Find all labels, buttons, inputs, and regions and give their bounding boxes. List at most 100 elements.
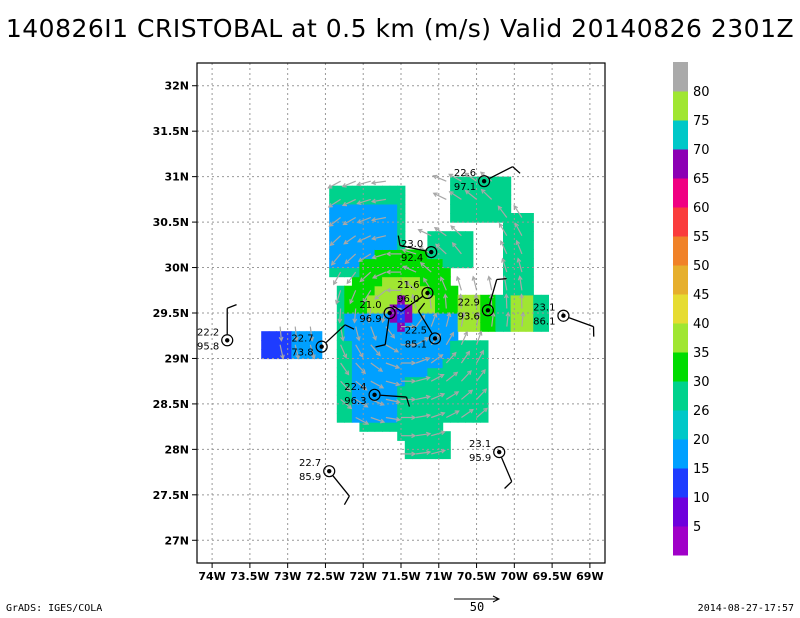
wind-vector <box>440 277 447 291</box>
wind-vector-head <box>347 404 353 410</box>
shade-cell <box>389 222 398 232</box>
shade-cell <box>472 213 481 223</box>
wind-vector-head <box>395 417 401 422</box>
shade-cell <box>404 349 413 360</box>
shade-cell <box>495 313 504 323</box>
shade-cell <box>419 285 429 296</box>
x-tick-label: 69.5W <box>532 570 571 583</box>
shade-cell <box>442 249 451 260</box>
shade-cell <box>382 403 391 414</box>
shade-cell <box>525 285 534 296</box>
shade-cell <box>525 276 534 287</box>
shade-cell <box>374 240 383 250</box>
wind-vector-head <box>364 420 370 425</box>
colorbar-swatch <box>673 526 688 556</box>
shade-cell <box>480 213 489 223</box>
grid-lines <box>197 63 605 563</box>
shade-cell <box>457 349 466 360</box>
wind-vector-head <box>451 242 457 248</box>
shade-cell <box>397 331 406 341</box>
shade-cell <box>419 385 429 396</box>
shade-cell <box>382 367 391 378</box>
shade-cell <box>427 258 436 269</box>
shade-cell <box>374 258 383 269</box>
y-tick-label: 32N <box>164 80 189 93</box>
wind-vector-head <box>374 295 380 300</box>
shade-cell <box>299 340 308 350</box>
wind-barb-staff <box>384 318 390 345</box>
wind-vector <box>456 276 462 291</box>
shade-cell <box>518 213 527 223</box>
shade-cell <box>465 240 474 250</box>
y-tick-label: 30.5N <box>153 216 189 229</box>
shade-cell <box>261 340 270 350</box>
shade-cell <box>540 294 549 305</box>
shade-cell <box>367 294 376 305</box>
wind-vector <box>460 294 462 309</box>
shade-cell <box>382 203 391 214</box>
wind-vector <box>445 371 458 382</box>
shade-cell <box>457 367 466 378</box>
wind-vector-head <box>426 450 432 455</box>
wind-vector <box>385 362 400 369</box>
shade-cell <box>344 403 353 414</box>
shade-cell <box>359 185 368 196</box>
shade-cell <box>299 349 308 360</box>
shade-cell <box>389 413 398 423</box>
shade-cell <box>487 185 497 196</box>
shade-cell <box>525 222 534 232</box>
shade-cell <box>427 349 436 360</box>
station-pressure: 73.8 <box>291 348 313 359</box>
shade-cell <box>374 413 383 423</box>
shade-cell <box>336 367 345 378</box>
shade-cell <box>382 240 391 250</box>
colorbar-swatch <box>673 149 688 179</box>
wind-vector <box>450 225 462 237</box>
wind-vector <box>430 313 437 327</box>
wind-vector-head <box>425 357 431 362</box>
wind-vector-head <box>418 245 424 251</box>
colorbar-swatch <box>673 236 688 266</box>
shade-cell <box>457 176 466 187</box>
colorbar-swatch <box>673 439 688 469</box>
shade-cell <box>374 294 383 305</box>
shade-cell <box>389 349 398 360</box>
shade-cell <box>374 422 383 432</box>
shade-cell <box>351 294 361 305</box>
wind-vector-head <box>497 205 503 211</box>
station-pressure: 95.9 <box>469 453 491 464</box>
wind-vector-head <box>463 330 468 337</box>
station-dot <box>425 290 430 296</box>
wind-vector <box>431 449 445 455</box>
shade-cell <box>389 403 398 414</box>
wind-vector-head <box>479 349 484 355</box>
shade-cell <box>397 385 406 396</box>
station-temperature: 23.1 <box>469 439 491 450</box>
shade-cell <box>336 203 345 214</box>
wind-vector <box>358 253 372 262</box>
shade-cell <box>404 385 413 396</box>
wind-vector-head <box>515 239 521 245</box>
shade-cell <box>442 258 451 269</box>
wind-vector <box>517 258 523 273</box>
wind-vector <box>445 352 457 364</box>
wind-vector-head <box>468 389 474 395</box>
shade-cell <box>412 285 421 296</box>
wind-vector-head <box>385 251 391 257</box>
shade-cell <box>487 203 497 214</box>
wind-vector <box>370 380 384 389</box>
shade-cell <box>306 331 315 341</box>
shade-cell <box>503 185 512 196</box>
shade-cell <box>374 267 383 278</box>
shade-cell <box>427 267 436 278</box>
shade-cell <box>412 403 421 414</box>
shade-cell <box>465 340 474 350</box>
station-temperature: 22.7 <box>299 458 321 469</box>
wind-barb-flag <box>226 304 237 309</box>
wind-vector <box>488 276 493 291</box>
shade-cell <box>525 313 534 323</box>
shade-cell <box>351 213 361 223</box>
wind-vector-head <box>477 330 483 336</box>
shade-cell <box>419 340 429 350</box>
shade-cell <box>487 294 497 305</box>
